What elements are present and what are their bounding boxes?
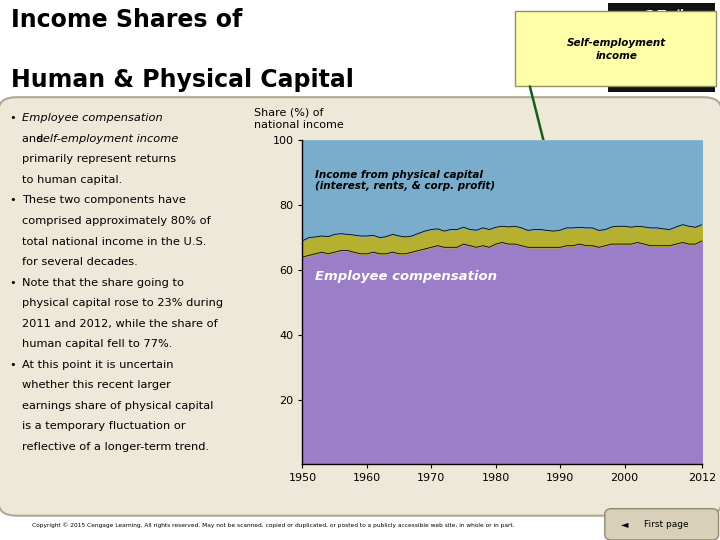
Text: for several decades.: for several decades. <box>22 257 138 267</box>
Text: •: • <box>9 195 16 206</box>
Text: Sobel-Macpherson: Sobel-Macpherson <box>626 59 690 65</box>
Text: th: th <box>675 9 687 19</box>
Text: Employee compensation: Employee compensation <box>315 270 498 283</box>
Text: Note that the share going to: Note that the share going to <box>22 278 184 288</box>
Text: human capital fell to 77%.: human capital fell to 77%. <box>22 339 172 349</box>
Text: and: and <box>22 134 47 144</box>
Text: Income from physical capital
(interest, rents, & corp. profit): Income from physical capital (interest, … <box>315 170 495 191</box>
Text: Gwartney-Stroup: Gwartney-Stroup <box>626 48 685 53</box>
Text: to human capital.: to human capital. <box>22 175 122 185</box>
Text: 2011 and 2012, while the share of: 2011 and 2012, while the share of <box>22 319 217 329</box>
FancyBboxPatch shape <box>605 509 719 540</box>
Text: First page: First page <box>644 520 689 529</box>
Text: These two components have: These two components have <box>22 195 186 206</box>
Text: Copyright © 2015 Cengage Learning. All rights reserved. May not be scanned, copi: Copyright © 2015 Cengage Learning. All r… <box>32 522 515 528</box>
Text: self-employment income: self-employment income <box>37 134 178 144</box>
Text: edition: edition <box>643 28 681 38</box>
FancyBboxPatch shape <box>515 11 716 86</box>
Text: ◄: ◄ <box>621 519 628 529</box>
Text: Self-employment
income: Self-employment income <box>567 38 666 61</box>
Text: •: • <box>9 278 16 288</box>
FancyBboxPatch shape <box>608 3 715 92</box>
FancyBboxPatch shape <box>0 97 720 516</box>
Text: physical capital rose to 23% during: physical capital rose to 23% during <box>22 298 222 308</box>
Text: earnings share of physical capital: earnings share of physical capital <box>22 401 213 411</box>
FancyBboxPatch shape <box>0 0 720 100</box>
Text: is a temporary fluctuation or: is a temporary fluctuation or <box>22 421 185 431</box>
Text: Income Shares of: Income Shares of <box>11 8 242 32</box>
Text: At this point it is uncertain: At this point it is uncertain <box>22 360 173 370</box>
Text: total national income in the U.S.: total national income in the U.S. <box>22 237 206 247</box>
Text: primarily represent returns: primarily represent returns <box>22 154 176 165</box>
Text: 15: 15 <box>642 9 667 27</box>
Text: Human & Physical Capital: Human & Physical Capital <box>11 68 354 91</box>
Text: Employee compensation: Employee compensation <box>22 113 162 124</box>
Text: •: • <box>9 113 16 124</box>
Text: •: • <box>9 360 16 370</box>
Text: reflective of a longer-term trend.: reflective of a longer-term trend. <box>22 442 209 452</box>
Text: comprised approximately 80% of: comprised approximately 80% of <box>22 216 210 226</box>
Text: Share (%) of
national income: Share (%) of national income <box>254 108 344 130</box>
Text: whether this recent larger: whether this recent larger <box>22 380 171 390</box>
